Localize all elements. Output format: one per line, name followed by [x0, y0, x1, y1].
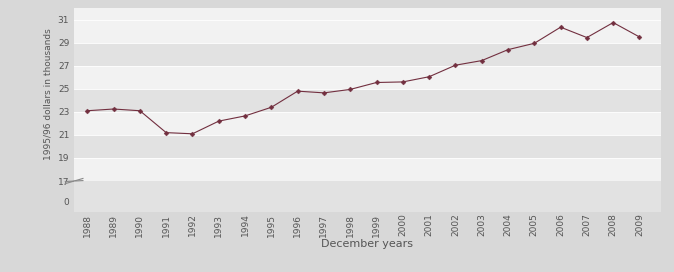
Bar — [74, 43, 661, 66]
X-axis label: December years: December years — [321, 239, 413, 249]
Bar — [74, 66, 661, 89]
Y-axis label: 1995/96 dollars in thousands: 1995/96 dollars in thousands — [43, 29, 52, 160]
Bar — [74, 20, 661, 43]
Bar — [74, 135, 661, 158]
Bar — [74, 112, 661, 135]
Bar — [74, 158, 661, 181]
Bar — [74, 89, 661, 112]
Bar — [74, 8, 661, 20]
